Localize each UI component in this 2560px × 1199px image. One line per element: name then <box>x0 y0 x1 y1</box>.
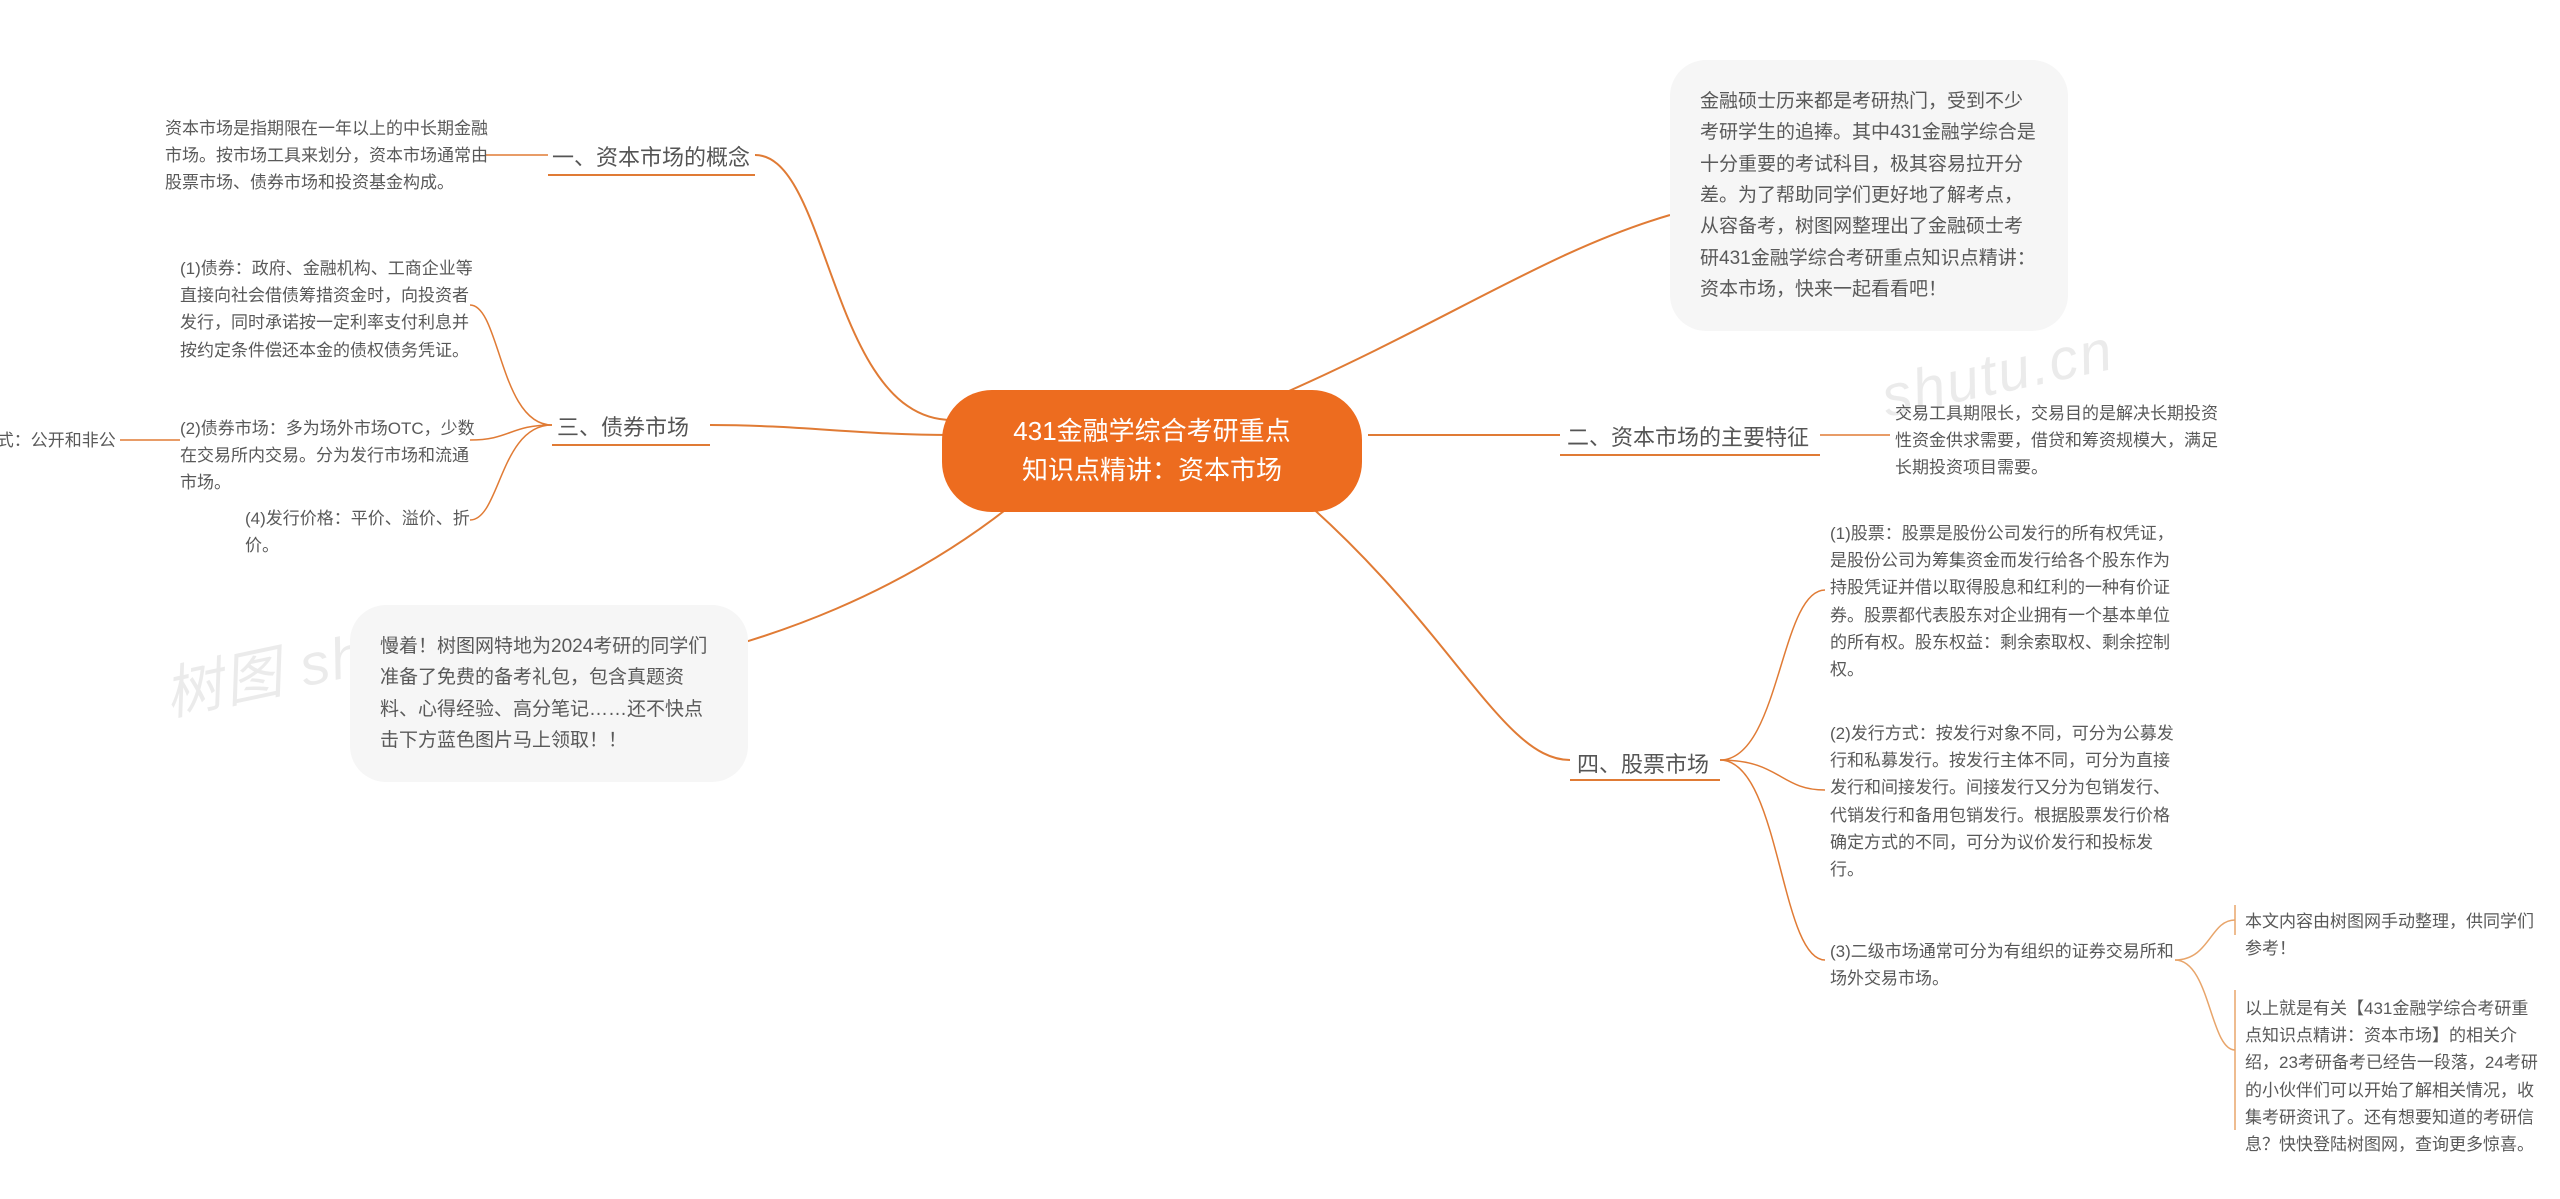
branch-3-leaf-1: (1)债券：政府、金融机构、工商企业等直接向社会借债筹措资金时，向投资者发行，同… <box>180 255 480 364</box>
intro-bubble: 金融硕士历来都是考研热门，受到不少考研学生的追捧。其中431金融学综合是十分重要… <box>1670 60 2068 331</box>
branch-4-leaf-3: (3)二级市场通常可分为有组织的证券交易所和场外交易市场。 <box>1830 938 2180 992</box>
branch-3-leaf-4: (4)发行价格：平价、溢价、折价。 <box>245 505 485 559</box>
branch-3-title: 三、债券市场 <box>555 405 691 450</box>
branch-1-title: 一、资本市场的概念 <box>550 135 752 180</box>
branch-1-leaf: 资本市场是指期限在一年以上的中长期金融市场。按市场工具来划分，资本市场通常由股票… <box>165 115 495 197</box>
center-line1: 431金融学综合考研重点 <box>980 412 1324 451</box>
center-line2: 知识点精讲：资本市场 <box>980 451 1324 490</box>
branch-4-leaf-2: (2)发行方式：按发行对象不同，可分为公募发行和私募发行。按发行主体不同，可分为… <box>1830 720 2180 883</box>
branch-4-leaf-1: (1)股票：股票是股份公司发行的所有权凭证，是股份公司为筹集资金而发行给各个股东… <box>1830 520 2180 683</box>
branch-3-leaf-3: (3)发行方式：公开和非公开。 <box>0 427 145 481</box>
tip-bubble: 慢着！树图网特地为2024考研的同学们准备了免费的备考礼包，包含真题资料、心得经… <box>350 605 748 782</box>
branch-2-leaf: 交易工具期限长，交易目的是解决长期投资性资金供求需要，借贷和筹资规模大，满足长期… <box>1895 400 2230 482</box>
branch-4-title: 四、股票市场 <box>1575 742 1711 787</box>
center-topic: 431金融学综合考研重点 知识点精讲：资本市场 <box>942 390 1362 512</box>
branch-2-title: 二、资本市场的主要特征 <box>1565 415 1811 460</box>
branch-4-sub-2: 以上就是有关【431金融学综合考研重点知识点精讲：资本市场】的相关介绍，23考研… <box>2245 995 2540 1158</box>
branch-4-sub-1: 本文内容由树图网手动整理，供同学们参考！ <box>2245 908 2540 962</box>
branch-3-leaf-2: (2)债券市场：多为场外市场OTC，少数在交易所内交易。分为发行市场和流通市场。 <box>180 415 480 497</box>
